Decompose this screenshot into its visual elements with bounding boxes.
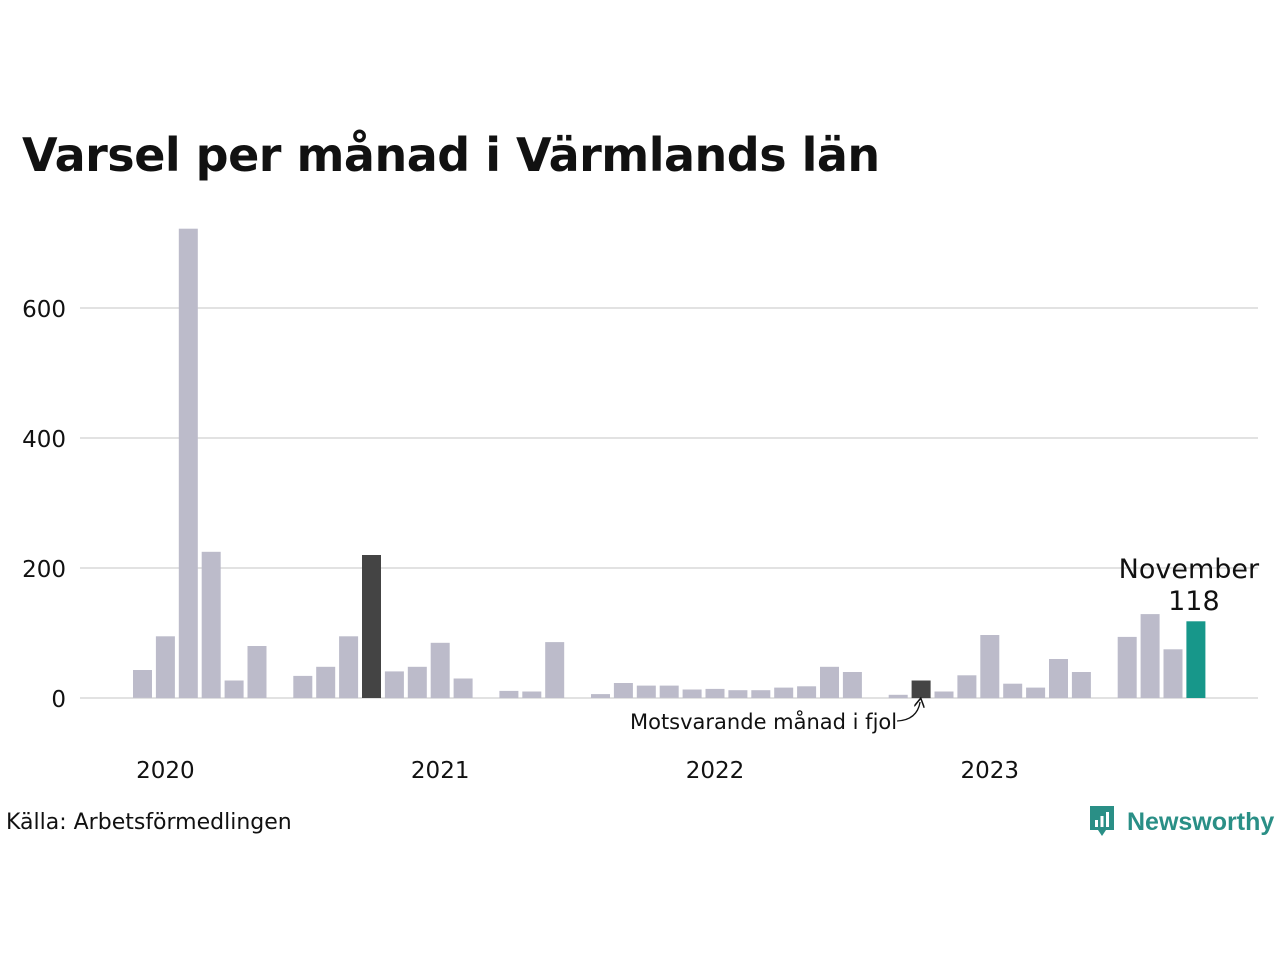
bar-2020-01	[155, 636, 175, 699]
chart-title: Varsel per månad i Värmlands län	[22, 128, 880, 182]
y-tick-label: 600	[22, 297, 66, 323]
bar-2022-02	[728, 690, 748, 698]
x-tick-label: 2023	[961, 758, 1020, 784]
bar-2022-12	[957, 675, 977, 699]
bar-2022-04	[774, 687, 794, 698]
highlight-month-label: November	[1119, 554, 1260, 585]
bar-2020-10	[362, 555, 381, 698]
comparison-arrow	[897, 702, 920, 722]
y-tick-label: 200	[22, 557, 66, 583]
bar-2022-01	[705, 688, 725, 698]
bar-2021-11	[659, 685, 679, 698]
bar-2021-12	[682, 689, 702, 698]
bar-2020-03	[201, 551, 221, 699]
bar-2020-12	[407, 666, 427, 698]
bar-2023-01	[980, 635, 1000, 699]
bar-2020-07	[293, 675, 313, 698]
newsworthy-logo: Newsworthy	[1087, 802, 1274, 842]
bar-2023-05	[1071, 672, 1091, 698]
bar-2021-09	[613, 683, 633, 698]
bar-2019-12	[133, 670, 152, 698]
bar-2022-10	[911, 680, 931, 699]
bar-chart-speech-bubble-icon	[1090, 806, 1114, 836]
y-tick-label: 400	[22, 427, 66, 453]
x-tick-label: 2021	[411, 758, 470, 784]
source-label: Källa: Arbetsförmedlingen	[6, 810, 292, 835]
bar-2022-11	[934, 691, 954, 698]
bar-2020-11	[384, 671, 404, 699]
bar-2020-09	[339, 636, 359, 699]
bar-2023-10	[1186, 621, 1206, 698]
bar-2021-10	[636, 685, 656, 698]
bar-2021-06	[545, 642, 565, 698]
highlight-value-label: 118	[1168, 586, 1220, 617]
bar-2020-08	[316, 666, 336, 698]
bar-2022-07	[842, 672, 862, 698]
bar-2021-01	[430, 642, 450, 699]
x-tick-label: 2022	[686, 758, 745, 784]
y-tick-label: 0	[51, 687, 66, 713]
bar-2021-08	[591, 694, 610, 698]
bar-2023-03	[1026, 687, 1046, 698]
bar-2023-08	[1140, 614, 1160, 698]
bar-2020-05	[247, 646, 267, 698]
bar-2021-05	[522, 691, 542, 698]
brand-name: Newsworthy	[1127, 807, 1275, 836]
bar-2020-04	[224, 680, 244, 699]
bar-2021-02	[453, 678, 473, 698]
bar-2020-02	[178, 228, 198, 698]
bar-2023-07	[1117, 636, 1137, 698]
bar-2021-04	[499, 690, 519, 699]
bar-2022-09	[888, 694, 908, 699]
bar-2022-05	[797, 686, 817, 698]
bar-2023-02	[1003, 683, 1023, 698]
bar-2022-03	[751, 690, 771, 698]
bar-2023-04	[1049, 659, 1068, 698]
x-tick-label: 2020	[136, 758, 195, 784]
bar-2022-06	[820, 666, 839, 698]
comparison-label: Motsvarande månad i fjol	[630, 709, 897, 734]
bar-2023-09	[1163, 649, 1183, 699]
